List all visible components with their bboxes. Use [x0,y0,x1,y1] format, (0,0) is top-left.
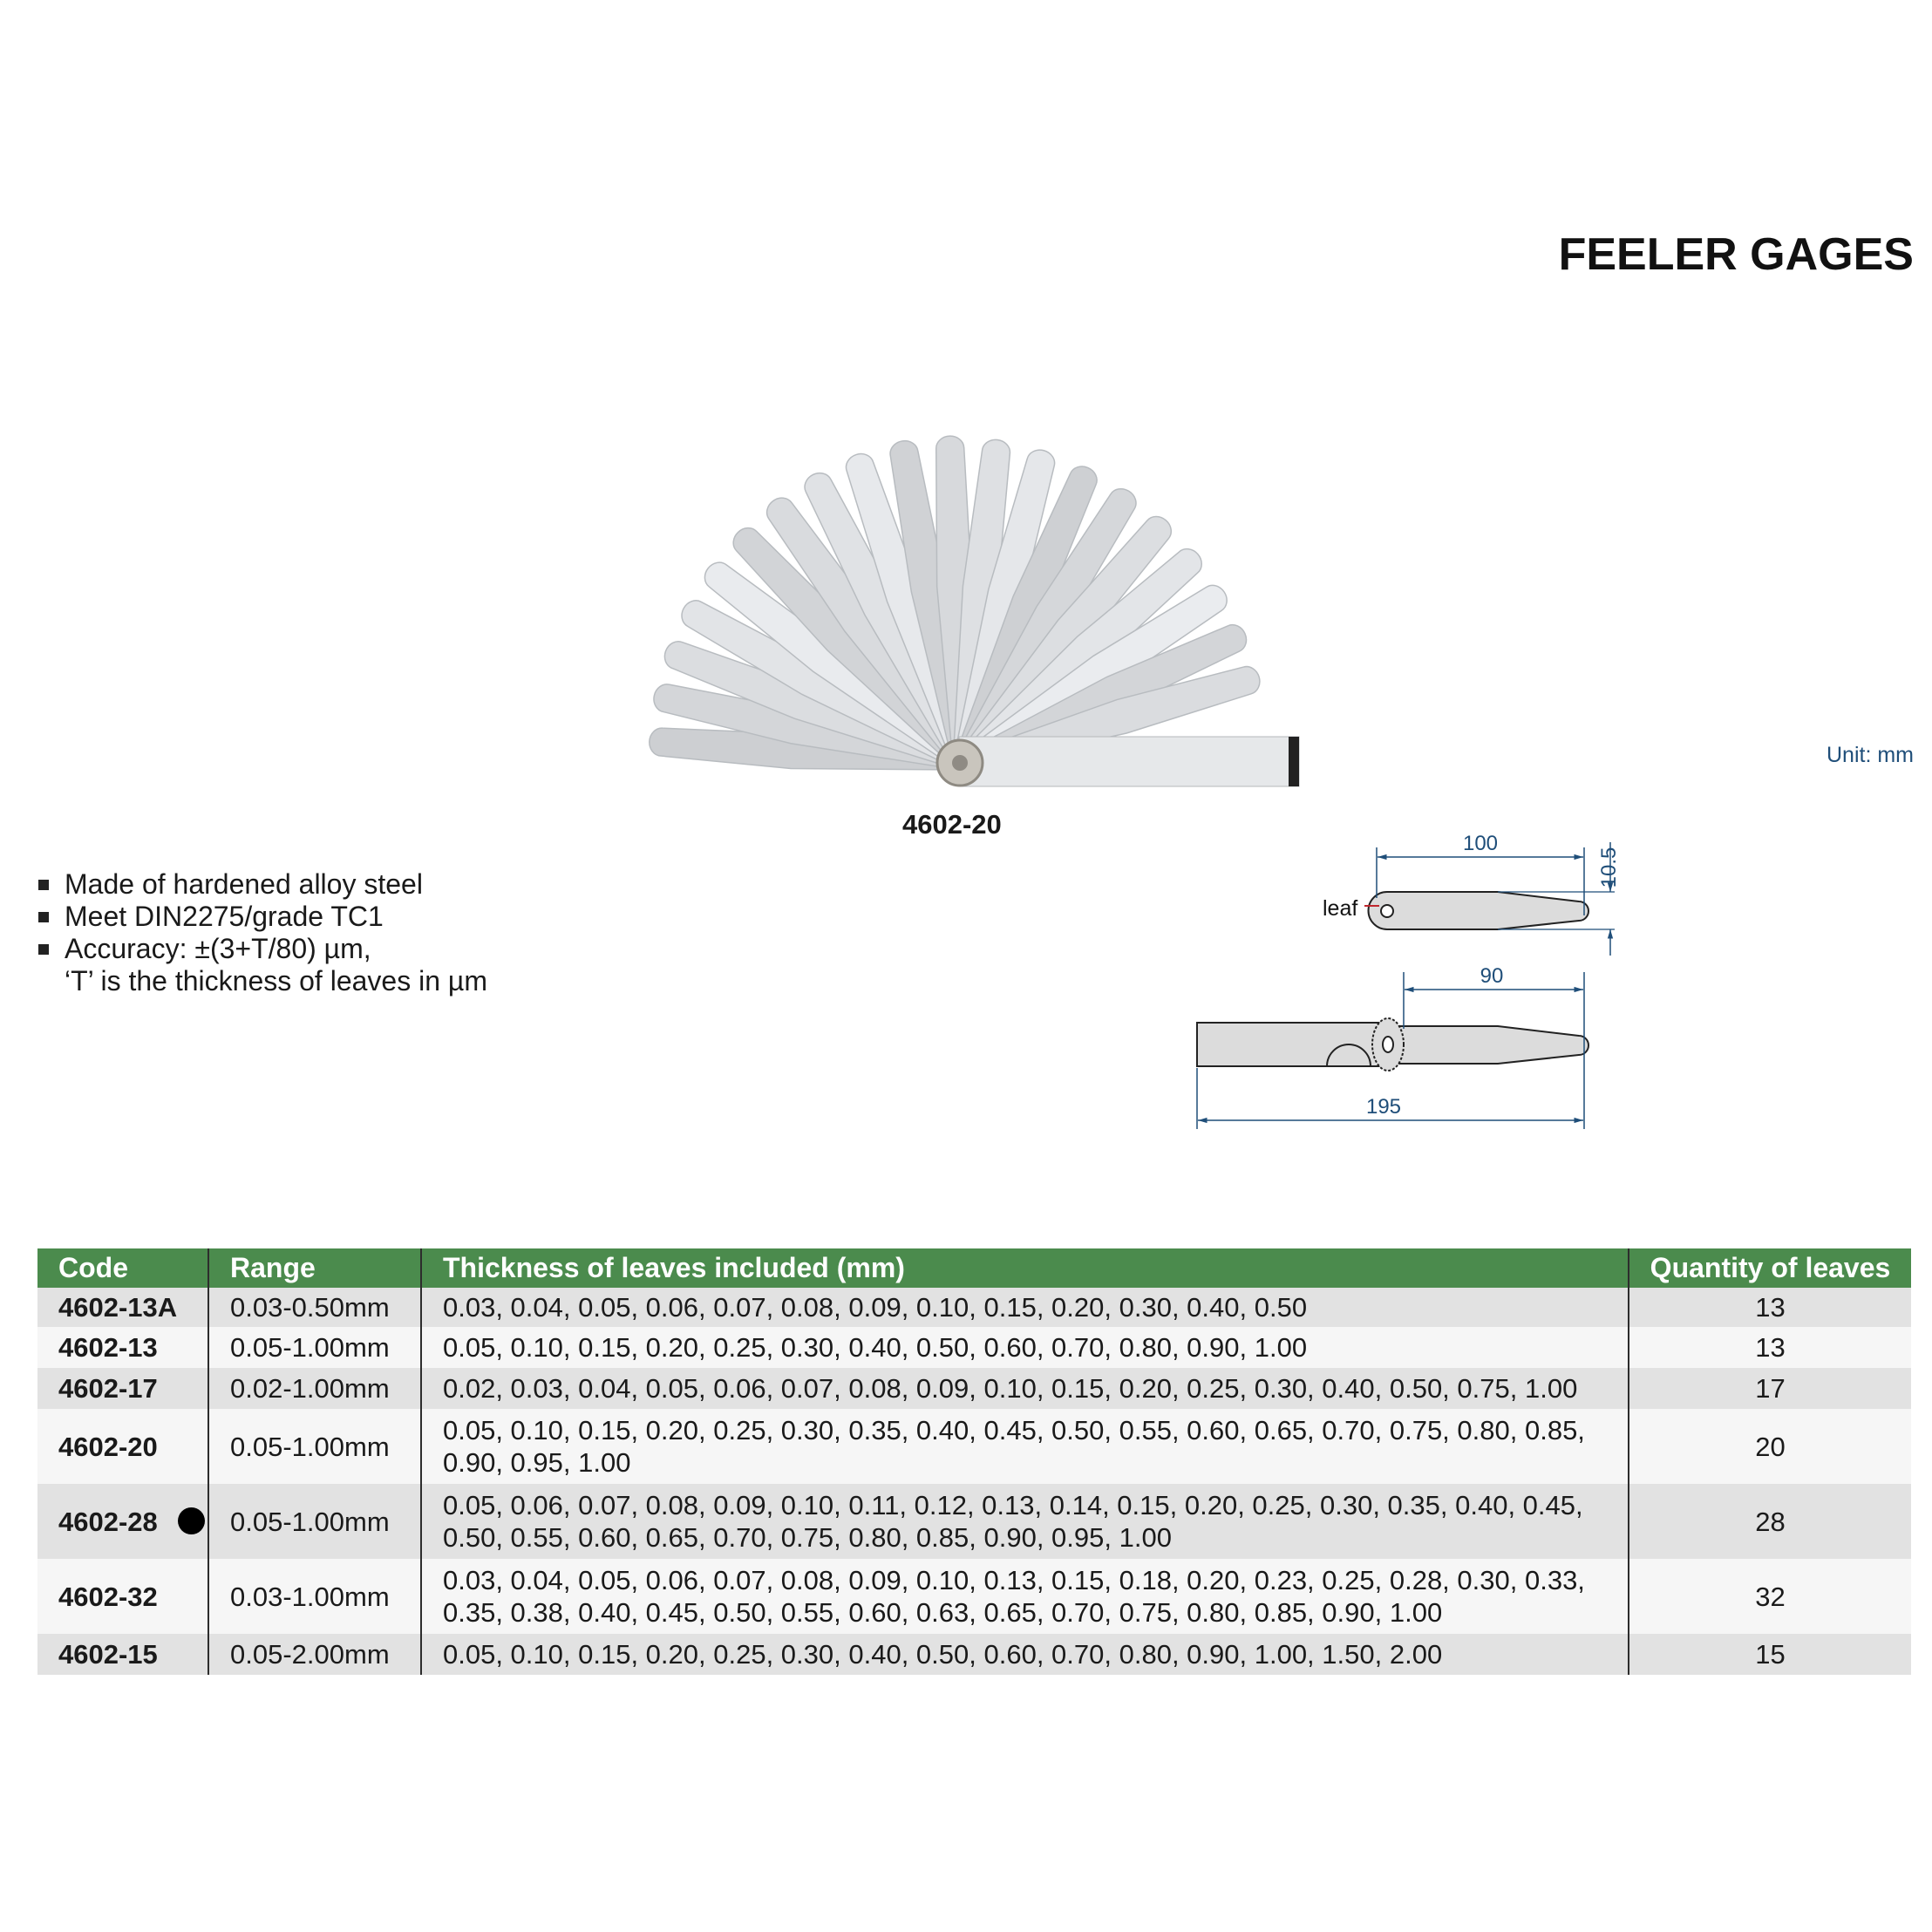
code-text: 4602-32 [58,1581,158,1612]
cell-quantity: 13 [1629,1288,1911,1327]
cell-thickness: 0.05, 0.10, 0.15, 0.20, 0.25, 0.30, 0.35… [421,1409,1629,1484]
cell-thickness: 0.05, 0.10, 0.15, 0.20, 0.25, 0.30, 0.40… [421,1634,1629,1675]
table-row: 4602-32 0.03-1.00mm 0.03, 0.04, 0.05, 0.06… [37,1559,1911,1634]
feeler-leaf [953,487,1137,768]
cell-quantity: 13 [1629,1327,1911,1368]
cell-range: 0.02-1.00mm [208,1368,422,1409]
feeler-leaf [681,600,964,770]
filled-circle-icon [178,1507,205,1534]
code-text: 4602-20 [58,1431,158,1462]
cell-range: 0.03-1.00mm [208,1559,422,1634]
cell-range: 0.05-2.00mm [208,1634,422,1675]
dim-label-195: 195 [1366,1095,1401,1119]
table-row: 4602-20 0.05-1.00mm 0.05, 0.10, 0.15, 0.20… [37,1409,1911,1484]
cell-quantity: 20 [1629,1409,1911,1484]
cell-thickness: 0.05, 0.06, 0.07, 0.08, 0.09, 0.10, 0.11… [421,1484,1629,1559]
cell-code: 4602-17 [37,1368,209,1409]
dimension-drawing: leaf 100 10.5 90 195 [1196,832,1621,1129]
cell-quantity: 15 [1629,1634,1911,1675]
cell-code: 4602-28 [37,1484,209,1559]
feature-text: Accuracy: ±(3+T/80) µm, [65,933,371,964]
cell-range: 0.05-1.00mm [208,1409,422,1484]
pivot-screw-center [952,755,968,771]
thickness-line: 0.03, 0.04, 0.05, 0.06, 0.07, 0.08, 0.09… [443,1565,1585,1595]
cell-code: 4602-13A [37,1288,209,1327]
feeler-leaf [952,466,1098,767]
feeler-leaf [952,449,1056,765]
code-text: 4602-13 [58,1332,158,1363]
column-header-range: Range [208,1248,422,1288]
thickness-line: 0.03, 0.04, 0.05, 0.06, 0.07, 0.08, 0.09… [443,1292,1308,1323]
feature-text: Meet DIN2275/grade TC1 [65,901,384,932]
bullet-square-icon [38,944,49,955]
code-text: 4602-28 [58,1506,158,1537]
feature-list: Made of hardened alloy steel Meet DIN227… [38,868,487,997]
table-row: 4602-15 0.05-2.00mm 0.05, 0.10, 0.15, 0.20… [37,1634,1911,1675]
column-header-thickness: Thickness of leaves included (mm) [421,1248,1629,1288]
thickness-line: 0.50, 0.55, 0.60, 0.65, 0.70, 0.75, 0.80… [443,1522,1172,1553]
feeler-gage-photo [649,435,1300,787]
cell-quantity: 32 [1629,1559,1911,1634]
screw-hole [1382,1036,1394,1053]
feature-text: Made of hardened alloy steel [65,868,423,900]
bullet-square-icon [38,912,49,922]
thickness-line: 0.90, 0.95, 1.00 [443,1447,631,1478]
cell-range: 0.03-0.50mm [208,1288,422,1327]
feature-item: Made of hardened alloy steel [38,868,487,901]
bullet-square-icon [38,880,49,890]
leaf-hole [1380,904,1394,918]
thickness-line: 0.05, 0.10, 0.15, 0.20, 0.25, 0.30, 0.35… [443,1415,1585,1446]
leaf-label: leaf [1323,896,1357,921]
cell-code: 4602-20 [37,1409,209,1484]
table-row: 4602-13 0.05-1.00mm 0.05, 0.10, 0.15, 0.20… [37,1327,1911,1368]
cell-range: 0.05-1.00mm [208,1484,422,1559]
leaf-outline [1367,891,1589,930]
page-title: FEELER GAGES [1558,229,1914,280]
code-text: 4602-17 [58,1373,158,1404]
dim-label-10-5: 10.5 [1597,847,1621,888]
dim-label-90: 90 [1480,964,1504,988]
specification-table: Code Range Thickness of leaves included … [37,1248,1911,1675]
feeler-leaf [649,727,962,771]
table-header-row: Code Range Thickness of leaves included … [37,1248,1911,1288]
thickness-line: 0.05, 0.10, 0.15, 0.20, 0.25, 0.30, 0.40… [443,1639,1443,1670]
feeler-leaf [952,439,1011,765]
feature-item: Meet DIN2275/grade TC1 [38,901,487,933]
handle-outline [1196,1022,1389,1067]
cell-code: 4602-32 [37,1559,209,1634]
cell-quantity: 28 [1629,1484,1911,1559]
feeler-leaf [653,684,963,771]
handle-end-cap [1289,737,1299,786]
column-header-code: Code [37,1248,209,1288]
thickness-line: 0.35, 0.38, 0.40, 0.45, 0.50, 0.55, 0.60… [443,1597,1443,1628]
column-header-quantity: Quantity of leaves [1629,1248,1911,1288]
dim-label-100: 100 [1463,832,1498,855]
cell-thickness: 0.03, 0.04, 0.05, 0.06, 0.07, 0.08, 0.09… [421,1288,1629,1327]
feature-continuation: ‘T’ is the thickness of leaves in µm [65,965,487,997]
product-caption: 4602-20 [902,809,1002,840]
cell-thickness: 0.03, 0.04, 0.05, 0.06, 0.07, 0.08, 0.09… [421,1559,1629,1634]
cell-code: 4602-13 [37,1327,209,1368]
table-row: 4602-13A 0.03-0.50mm 0.03, 0.04, 0.05, 0.0… [37,1288,1911,1327]
thickness-line: 0.05, 0.10, 0.15, 0.20, 0.25, 0.30, 0.40… [443,1332,1308,1363]
code-text: 4602-15 [58,1639,158,1670]
thumb-notch [1326,1044,1371,1067]
code-text: 4602-13A [58,1292,178,1323]
cell-thickness: 0.02, 0.03, 0.04, 0.05, 0.06, 0.07, 0.08… [421,1368,1629,1409]
gage-handle [958,736,1300,787]
cell-thickness: 0.05, 0.10, 0.15, 0.20, 0.25, 0.30, 0.40… [421,1327,1629,1368]
feature-item: Accuracy: ±(3+T/80) µm, [38,933,487,965]
unit-label: Unit: mm [1827,743,1914,767]
thickness-line: 0.02, 0.03, 0.04, 0.05, 0.06, 0.07, 0.08… [443,1373,1578,1404]
cell-quantity: 17 [1629,1368,1911,1409]
table-row: 4602-28 0.05-1.00mm 0.05, 0.06, 0.07, 0.08… [37,1484,1911,1559]
thickness-line: 0.05, 0.06, 0.07, 0.08, 0.09, 0.10, 0.11… [443,1490,1583,1520]
leaf-outline [1387,1025,1589,1065]
feeler-leaf [663,641,963,771]
cell-range: 0.05-1.00mm [208,1327,422,1368]
cell-code: 4602-15 [37,1634,209,1675]
table-row: 4602-17 0.02-1.00mm 0.02, 0.03, 0.04, 0.05… [37,1368,1911,1409]
